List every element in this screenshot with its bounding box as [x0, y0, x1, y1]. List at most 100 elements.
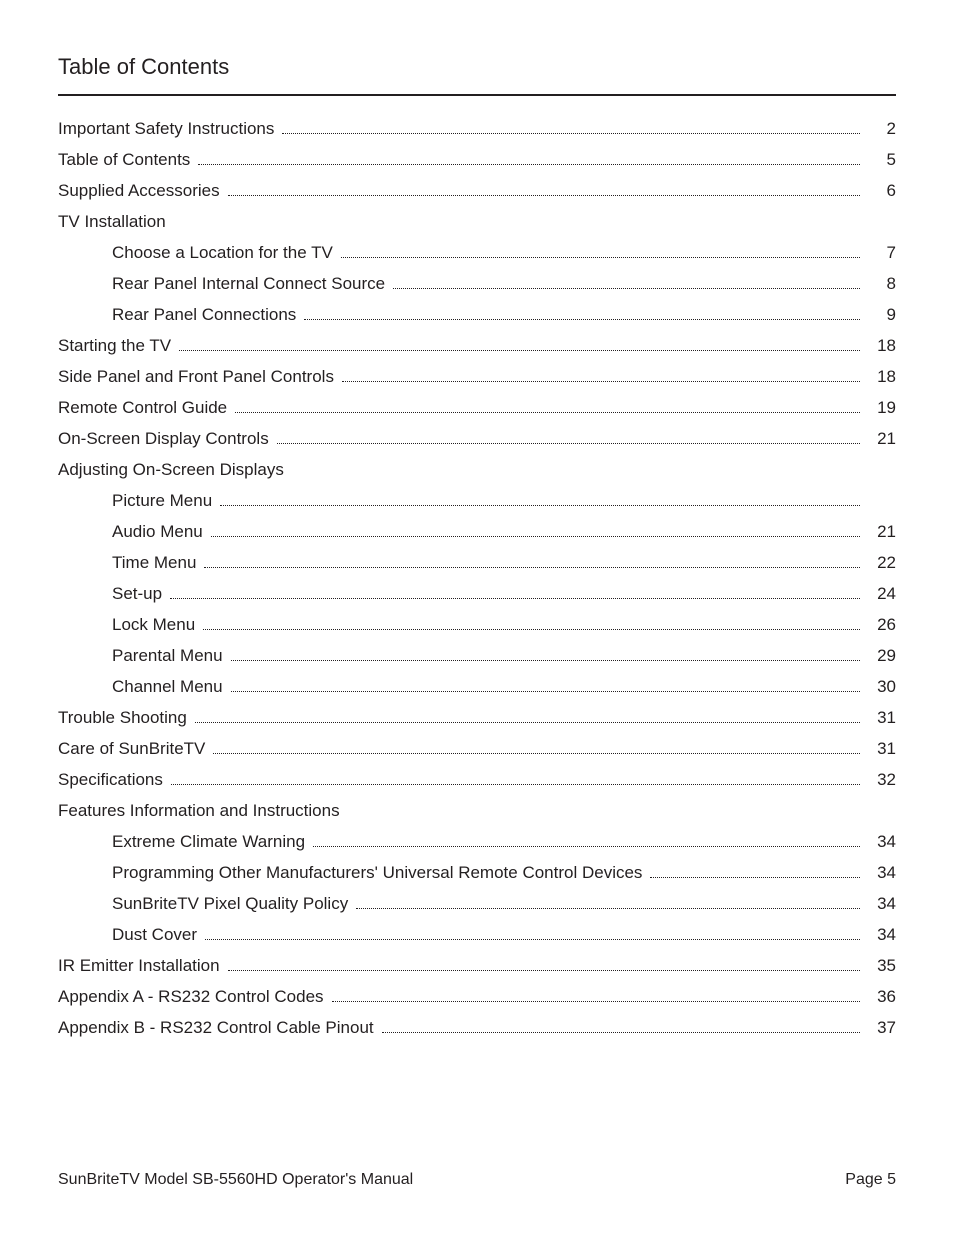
- toc-page: 18: [866, 337, 896, 354]
- toc-page: 9: [866, 306, 896, 323]
- toc-leader: [228, 970, 860, 971]
- toc-label: Channel Menu: [112, 678, 227, 695]
- toc-page: 37: [866, 1019, 896, 1036]
- toc-label: Side Panel and Front Panel Controls: [58, 368, 338, 385]
- toc-leader: [393, 288, 860, 289]
- toc-page: 34: [866, 833, 896, 850]
- toc-page: 22: [866, 554, 896, 571]
- toc-label: Audio Menu: [112, 523, 207, 540]
- toc-page: 2: [866, 120, 896, 137]
- toc-leader: [205, 939, 860, 940]
- toc-leader: [304, 319, 860, 320]
- toc-row: Dust Cover 34: [58, 926, 896, 943]
- toc-page: 36: [866, 988, 896, 1005]
- toc-label: Supplied Accessories: [58, 182, 224, 199]
- toc-page: 29: [866, 647, 896, 664]
- toc-label: Set-up: [112, 585, 166, 602]
- toc-leader: [235, 412, 860, 413]
- toc-row: Care of SunBriteTV 31: [58, 740, 896, 757]
- toc-leader: [204, 567, 860, 568]
- toc-page: 31: [866, 740, 896, 757]
- toc-label: Parental Menu: [112, 647, 227, 664]
- footer: SunBriteTV Model SB-5560HD Operator's Ma…: [58, 1171, 896, 1189]
- toc-page: 34: [866, 926, 896, 943]
- toc-label: Programming Other Manufacturers' Univers…: [112, 864, 646, 881]
- toc-page: 8: [866, 275, 896, 292]
- toc-page: 35: [866, 957, 896, 974]
- toc-page: 21: [866, 523, 896, 540]
- toc-label: Care of SunBriteTV: [58, 740, 209, 757]
- table-of-contents: Important Safety Instructions 2 Table of C…: [58, 120, 896, 1036]
- toc-leader: [341, 257, 860, 258]
- toc-leader: [382, 1032, 860, 1033]
- toc-label: Lock Menu: [112, 616, 199, 633]
- toc-row: Trouble Shooting31: [58, 709, 896, 726]
- toc-leader: [332, 1001, 860, 1002]
- toc-leader: [356, 908, 860, 909]
- toc-row: Remote Control Guide 19: [58, 399, 896, 416]
- toc-leader: [170, 598, 860, 599]
- toc-row: Specifications 32: [58, 771, 896, 788]
- toc-row: Adjusting On-Screen Displays: [58, 461, 896, 478]
- toc-page: 34: [866, 895, 896, 912]
- title-rule: [58, 94, 896, 96]
- toc-label: Rear Panel Connections: [112, 306, 300, 323]
- toc-row: Extreme Climate Warning 34: [58, 833, 896, 850]
- toc-row: Appendix A - RS232 Control Codes 36: [58, 988, 896, 1005]
- toc-row: Starting the TV 18: [58, 337, 896, 354]
- toc-label: Rear Panel Internal Connect Source: [112, 275, 389, 292]
- toc-label: IR Emitter Installation: [58, 957, 224, 974]
- toc-label: Appendix A - RS232 Control Codes: [58, 988, 328, 1005]
- toc-leader: [228, 195, 860, 196]
- toc-page: 18: [866, 368, 896, 385]
- toc-leader: [650, 877, 860, 878]
- toc-label: SunBriteTV Pixel Quality Policy: [112, 895, 352, 912]
- toc-row: Rear Panel Connections 9: [58, 306, 896, 323]
- toc-label: Features Information and Instructions: [58, 802, 344, 819]
- toc-label: Picture Menu: [112, 492, 216, 509]
- toc-label: Remote Control Guide: [58, 399, 231, 416]
- toc-leader: [231, 691, 860, 692]
- toc-label: Adjusting On-Screen Displays: [58, 461, 288, 478]
- toc-row: Picture Menu: [58, 492, 896, 509]
- toc-leader: [282, 133, 860, 134]
- toc-row: Supplied Accessories6: [58, 182, 896, 199]
- toc-row: IR Emitter Installation 35: [58, 957, 896, 974]
- toc-leader: [342, 381, 860, 382]
- toc-row: Lock Menu26: [58, 616, 896, 633]
- toc-label: Extreme Climate Warning: [112, 833, 309, 850]
- toc-leader: [171, 784, 860, 785]
- toc-page: 21: [866, 430, 896, 447]
- toc-label: Table of Contents: [58, 151, 194, 168]
- footer-right: Page 5: [845, 1171, 896, 1189]
- toc-label: On-Screen Display Controls: [58, 430, 273, 447]
- toc-leader: [277, 443, 860, 444]
- toc-label: Dust Cover: [112, 926, 201, 943]
- page: Table of Contents Important Safety Instr…: [0, 0, 954, 1235]
- toc-page: 5: [866, 151, 896, 168]
- toc-page: 32: [866, 771, 896, 788]
- toc-row: Channel Menu 30: [58, 678, 896, 695]
- toc-page: 19: [866, 399, 896, 416]
- toc-row: Appendix B - RS232 Control Cable Pinout3…: [58, 1019, 896, 1036]
- toc-row: Rear Panel Internal Connect Source 8: [58, 275, 896, 292]
- toc-row: Programming Other Manufacturers' Univers…: [58, 864, 896, 881]
- toc-label: Trouble Shooting: [58, 709, 191, 726]
- toc-row: Features Information and Instructions: [58, 802, 896, 819]
- toc-page: 24: [866, 585, 896, 602]
- toc-leader: [231, 660, 860, 661]
- toc-page: 34: [866, 864, 896, 881]
- toc-page: 30: [866, 678, 896, 695]
- toc-row: Side Panel and Front Panel Controls 18: [58, 368, 896, 385]
- toc-leader: [198, 164, 860, 165]
- toc-label: Starting the TV: [58, 337, 175, 354]
- toc-leader: [179, 350, 860, 351]
- toc-row: TV Installation: [58, 213, 896, 230]
- toc-row: On-Screen Display Controls 21: [58, 430, 896, 447]
- toc-leader: [211, 536, 860, 537]
- toc-leader: [213, 753, 860, 754]
- toc-row: Important Safety Instructions 2: [58, 120, 896, 137]
- page-title: Table of Contents: [58, 54, 896, 80]
- toc-label: Specifications: [58, 771, 167, 788]
- toc-label: Important Safety Instructions: [58, 120, 278, 137]
